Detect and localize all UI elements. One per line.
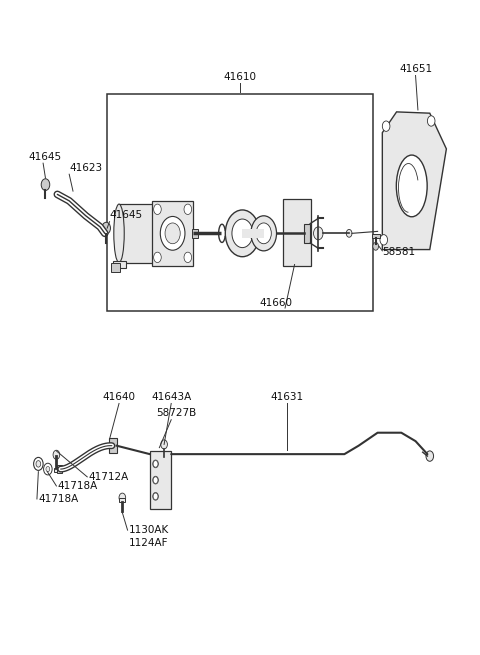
Circle shape bbox=[154, 204, 161, 214]
Polygon shape bbox=[152, 201, 192, 266]
Text: 41631: 41631 bbox=[271, 392, 304, 402]
Text: 41623: 41623 bbox=[69, 163, 102, 173]
Text: 41651: 41651 bbox=[399, 64, 432, 74]
Text: 41718A: 41718A bbox=[38, 494, 79, 504]
Polygon shape bbox=[54, 468, 60, 472]
Circle shape bbox=[160, 216, 185, 250]
Circle shape bbox=[426, 451, 433, 461]
Circle shape bbox=[34, 457, 43, 470]
Circle shape bbox=[119, 493, 126, 502]
Polygon shape bbox=[113, 261, 126, 268]
Circle shape bbox=[153, 493, 158, 500]
Text: 58581: 58581 bbox=[383, 248, 416, 257]
Circle shape bbox=[36, 460, 41, 467]
Text: 58727B: 58727B bbox=[156, 409, 196, 419]
Circle shape bbox=[46, 466, 50, 472]
Circle shape bbox=[225, 210, 260, 257]
Circle shape bbox=[153, 476, 158, 484]
Ellipse shape bbox=[396, 155, 427, 217]
Circle shape bbox=[165, 223, 180, 244]
Text: 1124AF: 1124AF bbox=[129, 538, 168, 548]
Circle shape bbox=[373, 242, 379, 250]
Polygon shape bbox=[120, 498, 125, 502]
Bar bbox=[107, 94, 373, 311]
Text: 41610: 41610 bbox=[224, 72, 256, 82]
Polygon shape bbox=[383, 112, 446, 250]
Circle shape bbox=[102, 222, 110, 234]
Polygon shape bbox=[109, 438, 117, 453]
Text: 41645: 41645 bbox=[29, 152, 62, 162]
Polygon shape bbox=[150, 451, 171, 510]
Text: 41712A: 41712A bbox=[88, 472, 129, 482]
Text: 41640: 41640 bbox=[103, 392, 135, 402]
Ellipse shape bbox=[114, 204, 124, 263]
Circle shape bbox=[313, 227, 323, 240]
Polygon shape bbox=[372, 234, 380, 238]
Circle shape bbox=[53, 450, 60, 459]
Text: 41643A: 41643A bbox=[151, 392, 192, 402]
Circle shape bbox=[44, 463, 52, 475]
Text: 41718A: 41718A bbox=[57, 481, 97, 491]
Circle shape bbox=[154, 252, 161, 263]
Circle shape bbox=[41, 179, 50, 191]
Circle shape bbox=[380, 234, 387, 245]
Circle shape bbox=[256, 223, 271, 244]
Circle shape bbox=[251, 215, 276, 251]
Circle shape bbox=[346, 229, 352, 237]
Polygon shape bbox=[111, 263, 120, 272]
Circle shape bbox=[184, 204, 192, 214]
Text: 41645: 41645 bbox=[109, 210, 143, 220]
Polygon shape bbox=[283, 199, 311, 266]
Circle shape bbox=[383, 121, 390, 132]
Polygon shape bbox=[192, 229, 198, 238]
Circle shape bbox=[427, 116, 435, 126]
Circle shape bbox=[153, 460, 158, 468]
Polygon shape bbox=[57, 465, 62, 473]
Polygon shape bbox=[242, 229, 264, 238]
Circle shape bbox=[161, 440, 168, 449]
Text: 41660: 41660 bbox=[259, 298, 292, 308]
Circle shape bbox=[184, 252, 192, 263]
Text: 1130AK: 1130AK bbox=[129, 525, 169, 535]
Polygon shape bbox=[119, 204, 155, 263]
Circle shape bbox=[232, 219, 253, 248]
Polygon shape bbox=[304, 223, 310, 243]
